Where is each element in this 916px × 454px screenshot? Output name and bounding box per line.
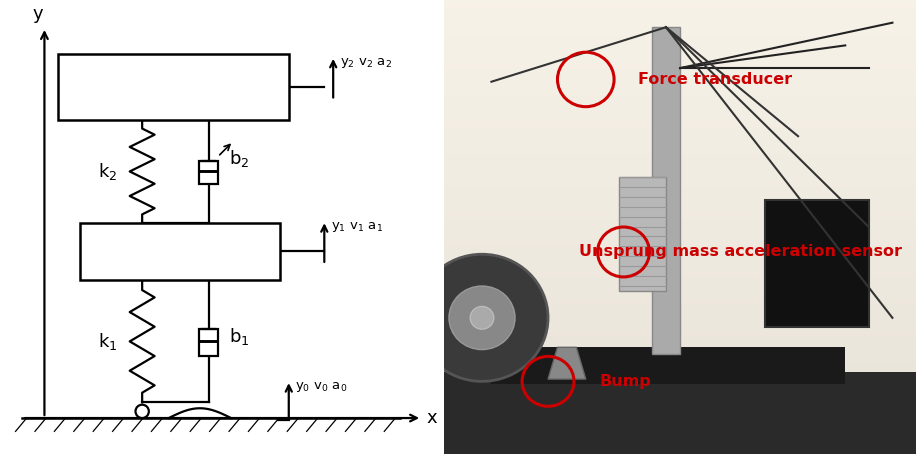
Text: b$_2$: b$_2$ xyxy=(229,148,249,168)
Text: y: y xyxy=(32,5,43,23)
Bar xyxy=(200,329,218,356)
Bar xyxy=(200,161,218,184)
Text: y$_1$ v$_1$ a$_1$: y$_1$ v$_1$ a$_1$ xyxy=(331,220,383,234)
Text: k$_1$: k$_1$ xyxy=(98,331,118,352)
Text: m$_1$: m$_1$ xyxy=(165,242,195,262)
Bar xyxy=(491,347,845,384)
Text: k$_2$: k$_2$ xyxy=(98,161,118,182)
Bar xyxy=(444,372,916,454)
Text: m$_2$: m$_2$ xyxy=(158,77,189,97)
Text: b$_1$: b$_1$ xyxy=(229,326,249,347)
Bar xyxy=(619,177,666,291)
Bar xyxy=(80,222,280,280)
Text: Bump: Bump xyxy=(600,374,651,389)
Text: Unsprung mass acceleration sensor: Unsprung mass acceleration sensor xyxy=(579,244,902,260)
Circle shape xyxy=(449,286,515,350)
Polygon shape xyxy=(548,347,585,379)
Bar xyxy=(652,27,680,354)
Text: x: x xyxy=(427,409,437,427)
Bar xyxy=(765,200,868,327)
Text: y$_0$ v$_0$ a$_0$: y$_0$ v$_0$ a$_0$ xyxy=(296,380,348,394)
Circle shape xyxy=(416,254,548,381)
Text: y$_2$ v$_2$ a$_2$: y$_2$ v$_2$ a$_2$ xyxy=(340,56,392,70)
Circle shape xyxy=(470,306,494,329)
Bar xyxy=(58,54,289,120)
Circle shape xyxy=(136,405,148,418)
Text: Force transducer: Force transducer xyxy=(638,72,791,87)
